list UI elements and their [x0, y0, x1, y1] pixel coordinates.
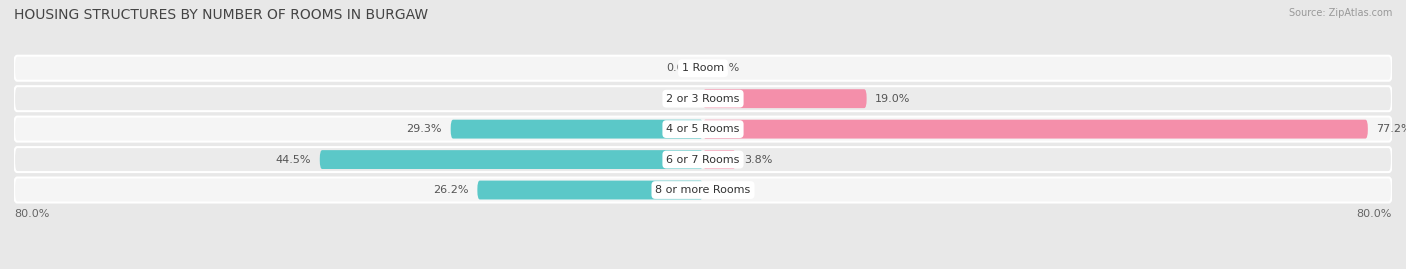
FancyBboxPatch shape	[703, 120, 1368, 139]
FancyBboxPatch shape	[14, 147, 1392, 172]
FancyBboxPatch shape	[703, 89, 866, 108]
Text: 77.2%: 77.2%	[1376, 124, 1406, 134]
Text: 80.0%: 80.0%	[14, 209, 49, 219]
Text: 0.0%: 0.0%	[666, 63, 695, 73]
Text: 26.2%: 26.2%	[433, 185, 468, 195]
FancyBboxPatch shape	[14, 117, 1392, 141]
Text: 19.0%: 19.0%	[875, 94, 911, 104]
Text: Source: ZipAtlas.com: Source: ZipAtlas.com	[1288, 8, 1392, 18]
Text: 0.0%: 0.0%	[711, 185, 740, 195]
Text: 0.0%: 0.0%	[666, 94, 695, 104]
FancyBboxPatch shape	[14, 178, 1392, 203]
FancyBboxPatch shape	[478, 180, 703, 200]
Text: 80.0%: 80.0%	[1357, 209, 1392, 219]
FancyBboxPatch shape	[14, 56, 1392, 81]
Text: 44.5%: 44.5%	[276, 155, 311, 165]
FancyBboxPatch shape	[14, 86, 1392, 111]
Text: 0.0%: 0.0%	[711, 63, 740, 73]
Text: 3.8%: 3.8%	[744, 155, 773, 165]
Text: 4 or 5 Rooms: 4 or 5 Rooms	[666, 124, 740, 134]
FancyBboxPatch shape	[451, 120, 703, 139]
Text: 29.3%: 29.3%	[406, 124, 441, 134]
Text: HOUSING STRUCTURES BY NUMBER OF ROOMS IN BURGAW: HOUSING STRUCTURES BY NUMBER OF ROOMS IN…	[14, 8, 429, 22]
Text: 1 Room: 1 Room	[682, 63, 724, 73]
Text: 2 or 3 Rooms: 2 or 3 Rooms	[666, 94, 740, 104]
Text: 8 or more Rooms: 8 or more Rooms	[655, 185, 751, 195]
Text: 6 or 7 Rooms: 6 or 7 Rooms	[666, 155, 740, 165]
FancyBboxPatch shape	[703, 150, 735, 169]
FancyBboxPatch shape	[319, 150, 703, 169]
